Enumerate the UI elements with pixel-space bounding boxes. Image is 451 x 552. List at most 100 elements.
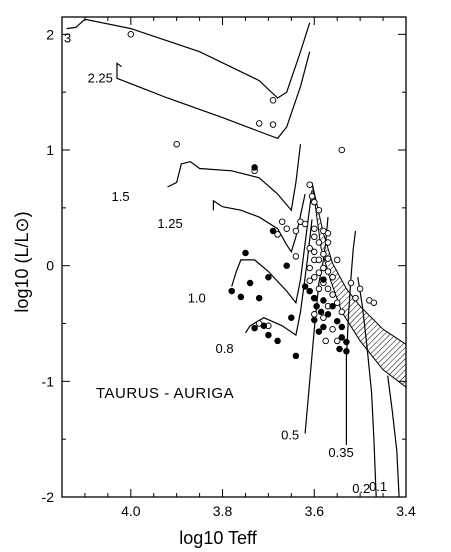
open-star-point: [306, 181, 313, 188]
open-star-point: [315, 206, 323, 214]
open-star-point: [329, 273, 336, 281]
filled-star-point: [329, 302, 336, 310]
ticks-layer: 4.0 3.8 3.6 3.4 2 1 0 -1 -2: [42, 17, 416, 519]
filled-star-point: [320, 297, 327, 304]
filled-star-point: [313, 302, 320, 310]
filled-star-point: [317, 308, 325, 316]
open-star-point: [338, 146, 346, 154]
filled-star-point: [320, 323, 327, 331]
open-star-point: [308, 193, 316, 200]
filled-star-point: [343, 348, 350, 355]
track-line-1-25: [212, 193, 306, 254]
birthline-band: [311, 182, 407, 389]
open-star-point: [269, 121, 277, 128]
track-line-0-1: [387, 375, 400, 498]
open-star-point: [278, 218, 286, 225]
y-tick-label: 2: [46, 26, 54, 42]
filled-star-point: [311, 294, 318, 302]
open-star-point: [322, 337, 329, 345]
track-label-3: 3: [64, 31, 71, 46]
y-tick-label: -1: [42, 373, 55, 389]
open-star-point: [311, 225, 318, 232]
filled-star-point: [260, 322, 268, 330]
open-star-point: [356, 285, 364, 293]
open-star-point: [333, 256, 341, 264]
open-star-point: [320, 264, 327, 272]
filled-star-point: [338, 323, 346, 331]
filled-star-point: [265, 273, 272, 281]
track-labels-layer: 3 2.25 1.5 1.25 1.0 0.8 0.5 0.35 0.20.1: [64, 31, 387, 496]
y-tick-label: 0: [46, 258, 54, 274]
open-star-point: [283, 225, 290, 232]
track-label-0-8: 0.8: [216, 341, 234, 356]
open-star-point: [320, 250, 327, 258]
filled-star-point: [320, 276, 327, 283]
track-label-2-25: 2.25: [88, 71, 113, 86]
x-tick-label: 3.4: [396, 503, 416, 519]
open-star-point: [315, 256, 323, 264]
open-star-point: [324, 285, 332, 293]
x-tick-label: 3.6: [305, 503, 325, 519]
filled-star-point: [283, 262, 290, 269]
filled-star-point: [237, 293, 245, 301]
filled-star-point: [251, 324, 258, 332]
open-star-point: [311, 311, 318, 318]
open-star-point: [311, 248, 318, 256]
open-star-point: [311, 233, 318, 241]
open-star-point: [127, 31, 135, 38]
filled-star-point: [255, 294, 263, 302]
open-star-point: [320, 314, 327, 321]
open-star-point: [333, 299, 341, 306]
filled-star-point: [333, 317, 341, 325]
open-star-point: [333, 337, 341, 345]
filled-star-point: [242, 249, 249, 257]
filled-star-point: [301, 283, 309, 290]
open-star-point: [306, 245, 313, 252]
x-axis-label: log10 Teff: [179, 528, 257, 548]
open-star-point: [324, 268, 332, 275]
filled-star-point: [246, 279, 254, 287]
filled-star-point: [338, 334, 346, 341]
filled-star-point: [251, 164, 258, 171]
filled-star-point: [265, 331, 272, 339]
track-line-3: [66, 18, 311, 99]
filled-star-point: [311, 316, 318, 324]
filled-star-point: [288, 314, 295, 321]
open-star-point: [306, 264, 313, 272]
birthline-layer: [311, 182, 407, 389]
open-star-point: [301, 220, 309, 228]
track-label-0-1: 0.1: [369, 479, 387, 494]
filled-star-point: [336, 345, 343, 353]
filled-star-point: [324, 311, 332, 318]
filled-star-point: [228, 287, 235, 295]
track-line-0-35: [345, 230, 357, 445]
filled-star-point: [306, 287, 313, 295]
y-axis-label: log10 (L/L⊙): [12, 211, 32, 312]
annotation-label: TAURUS - AURIGA: [96, 385, 234, 402]
open-star-point: [311, 198, 318, 206]
points-layer: [127, 31, 378, 360]
open-star-point: [347, 279, 355, 287]
track-line-0-8: [244, 219, 313, 337]
open-star-point: [315, 239, 323, 246]
open-star-point: [269, 97, 277, 104]
open-star-point: [324, 255, 332, 262]
open-star-point: [311, 273, 318, 281]
open-star-point: [324, 239, 332, 246]
tracks-layer: [66, 18, 400, 498]
open-star-point: [352, 294, 359, 302]
track-line-1-5: [167, 144, 302, 212]
filled-star-point: [315, 328, 323, 335]
y-tick-label: 1: [46, 142, 54, 158]
open-star-point: [292, 227, 300, 235]
track-label-1-0: 1.0: [188, 291, 206, 306]
open-star-point: [329, 326, 336, 333]
track-label-1-25: 1.25: [157, 216, 182, 231]
open-star-point: [329, 291, 336, 298]
x-tick-label: 4.0: [121, 503, 141, 519]
track-line-1-0: [231, 190, 313, 305]
filled-star-point: [343, 338, 350, 346]
plot-frame: [61, 16, 407, 498]
open-star-point: [306, 277, 313, 284]
